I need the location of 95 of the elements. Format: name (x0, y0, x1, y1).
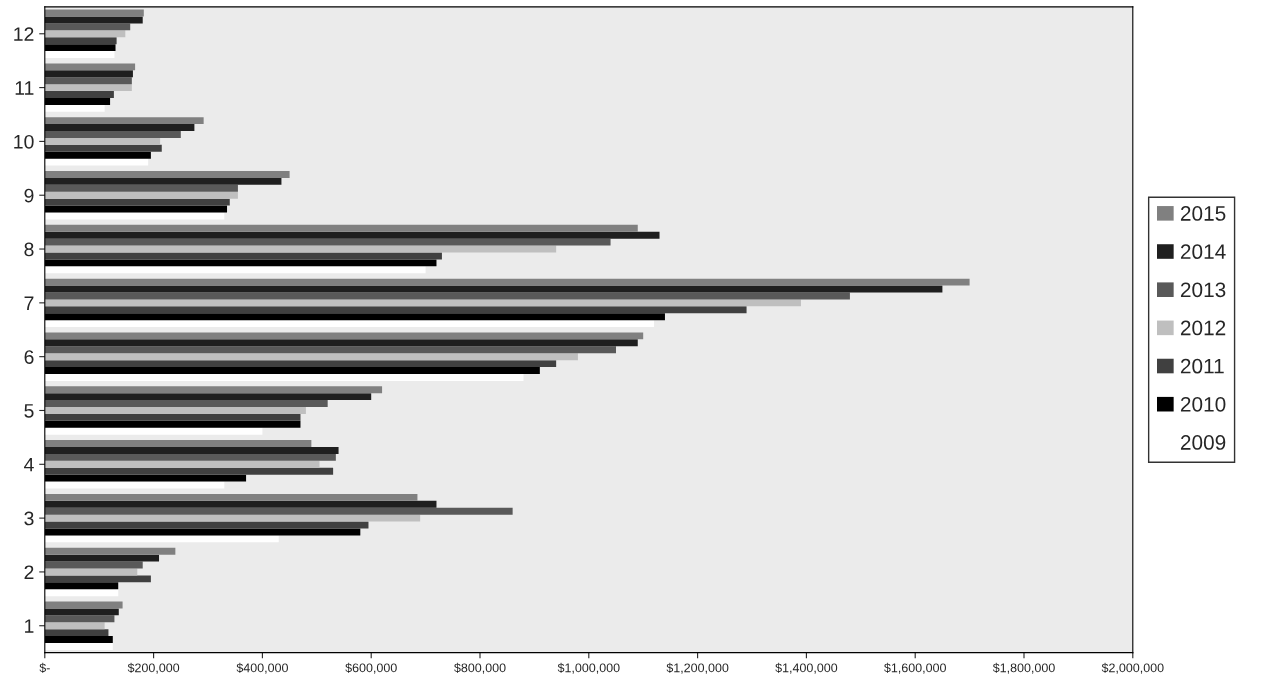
bar (44, 63, 136, 71)
bar (44, 278, 970, 286)
bar (44, 104, 105, 112)
bar (44, 507, 513, 515)
bar (44, 137, 161, 145)
bar (44, 622, 105, 630)
x-tick-label: $1,400,000 (775, 662, 838, 674)
x-tick-label: $200,000 (127, 662, 180, 674)
x-tick-label: $1,600,000 (884, 662, 946, 674)
bar (44, 353, 578, 361)
text: 2009 (1180, 435, 1226, 450)
x-tick-label: $1,000,000 (557, 662, 620, 674)
bar (44, 158, 149, 166)
legend-label: 2014 (1180, 244, 1226, 260)
x-tick-label: $1,200,000 (666, 662, 729, 674)
bar (44, 144, 162, 152)
legend-label: 2010 (1180, 396, 1226, 412)
bar (44, 643, 113, 650)
bar (44, 51, 115, 58)
x-tick-label: $2,000,000 (1101, 662, 1164, 674)
bar (44, 453, 336, 461)
bar (44, 37, 117, 45)
bar (44, 608, 119, 616)
bar (44, 554, 160, 562)
bar (44, 266, 426, 274)
y-tick-label: 6 (24, 350, 34, 364)
bar (44, 460, 320, 468)
bar (44, 16, 143, 24)
bar (44, 346, 616, 354)
y-tick-label: 2 (24, 565, 34, 579)
bar (44, 70, 133, 78)
bar (44, 320, 655, 328)
bar (44, 500, 437, 508)
bar (44, 386, 383, 394)
bar (44, 77, 132, 85)
bar (44, 373, 524, 381)
bar (44, 629, 109, 637)
legend-label: 2012 (1180, 320, 1226, 336)
bar (44, 481, 225, 489)
y-tick-label: 9 (24, 188, 34, 203)
bar (44, 224, 638, 232)
y-tick-label: 10 (14, 134, 34, 149)
bar (44, 514, 421, 522)
bar (44, 575, 151, 583)
bar (44, 339, 638, 347)
bar (44, 393, 372, 401)
bar (44, 413, 301, 421)
bar (44, 198, 230, 206)
y-tick-label: 5 (24, 404, 34, 418)
bar (44, 447, 339, 454)
bar (44, 177, 282, 185)
bar (44, 568, 138, 576)
bar (44, 535, 279, 543)
bar (44, 332, 644, 340)
bar (44, 231, 660, 239)
y-tick-label: 3 (24, 511, 34, 526)
bar (44, 427, 263, 435)
x-tick-label: $- (39, 662, 50, 673)
bar (44, 23, 131, 31)
x-tick-label: $400,000 (236, 662, 288, 674)
bar (44, 191, 238, 199)
bar (44, 467, 334, 475)
bar (44, 171, 290, 178)
bar (44, 493, 418, 501)
bar (44, 184, 238, 192)
bar (44, 400, 328, 408)
legend-label: 2011 (1180, 358, 1224, 374)
bar (44, 615, 115, 623)
bar (44, 299, 801, 307)
bar (44, 30, 126, 38)
bar (44, 91, 114, 98)
bar (44, 292, 850, 300)
x-tick-label: $1,800,000 (992, 662, 1055, 674)
y-tick-label: 11 (15, 81, 34, 95)
bar (44, 407, 306, 414)
bar (44, 124, 195, 132)
bar (44, 131, 181, 138)
bar (44, 306, 747, 314)
bar (44, 589, 119, 597)
x-tick-label: $800,000 (454, 662, 506, 674)
bar (44, 117, 204, 125)
bar (44, 440, 312, 447)
y-tick-label: 1 (25, 619, 34, 633)
y-tick-label: 12 (14, 27, 34, 41)
bar (44, 547, 176, 555)
bar (44, 84, 132, 92)
x-tick-label: $600,000 (345, 662, 397, 674)
y-tick-label: 7 (24, 296, 34, 310)
bar (44, 238, 611, 246)
legend-label: 2013 (1180, 282, 1226, 298)
legend-label: 2015 (1180, 206, 1226, 221)
y-tick-label: 8 (24, 242, 34, 257)
bar (44, 360, 557, 368)
y-tick-label: 4 (24, 457, 34, 472)
bar (44, 252, 442, 260)
